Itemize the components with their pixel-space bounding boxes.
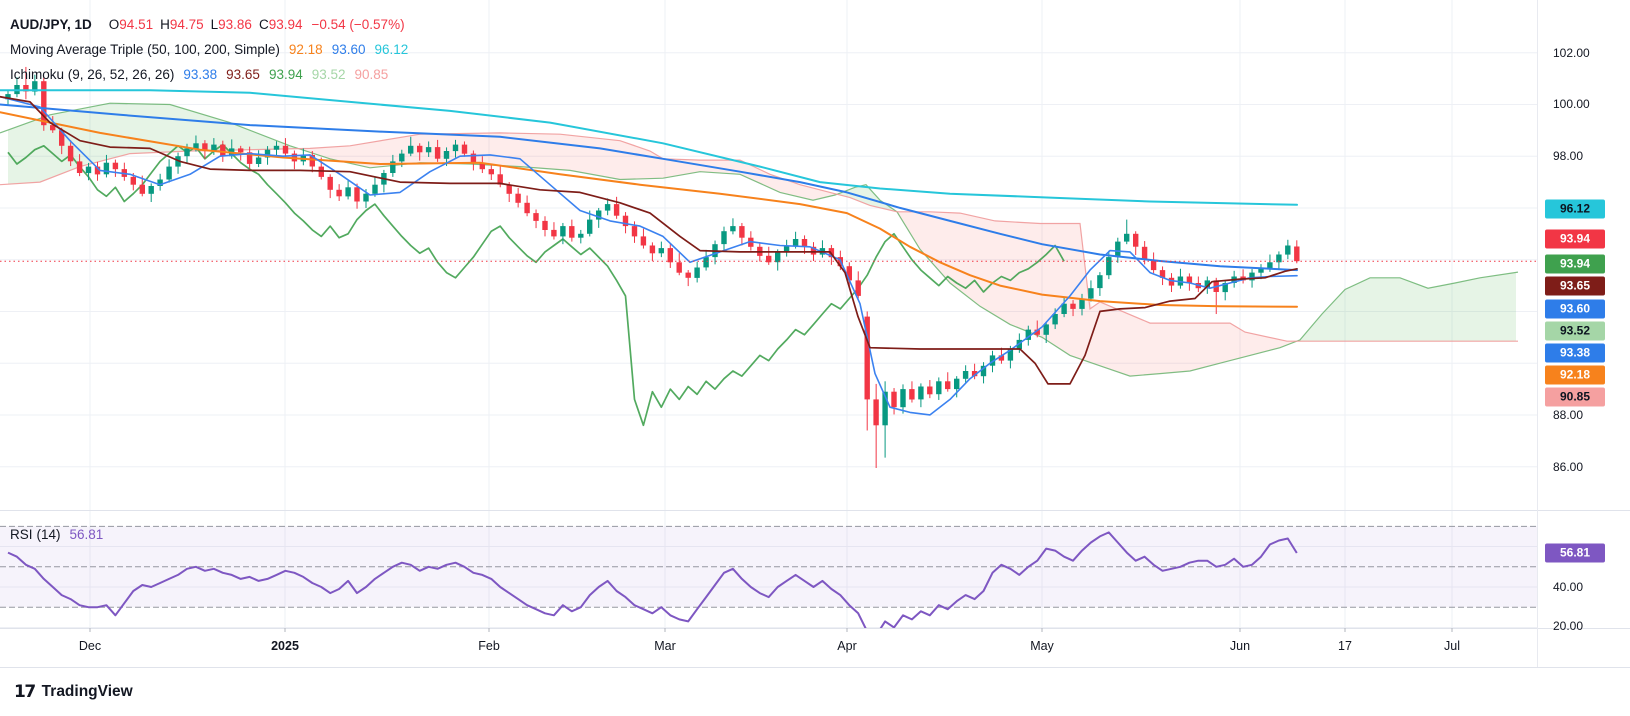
price-badge: 56.81: [1545, 543, 1605, 563]
candlestick-series: [5, 66, 1300, 468]
rsi-legend-row[interactable]: RSI (14) 56.81: [10, 526, 103, 544]
senkou-b-line: [0, 132, 1518, 342]
ma-value: 92.18: [288, 42, 323, 57]
time-axis-label: Apr: [837, 639, 857, 653]
pane-separators: [0, 0, 1630, 668]
change-value: −0.54 (−0.57%): [311, 17, 405, 32]
time-axis-label: May: [1030, 639, 1054, 653]
ichimoku-legend-row[interactable]: Ichimoku (9, 26, 52, 26, 26) 93.38 93.65 93…: [10, 62, 408, 87]
price-badge: 93.94: [1545, 229, 1605, 249]
price-badge: 93.52: [1545, 321, 1605, 341]
rsi-params: (14): [36, 527, 61, 542]
price-badge: 96.12: [1545, 199, 1605, 219]
price-badge: 93.65: [1545, 276, 1605, 296]
price-badge: 90.85: [1545, 387, 1605, 407]
price-axis-label: 86.00: [1553, 460, 1584, 474]
main-price-pane[interactable]: [0, 66, 1537, 468]
ohlc-label: O: [108, 17, 120, 32]
price-badge: 92.18: [1545, 365, 1605, 385]
symbol-title[interactable]: AUD/JPY, 1D: [10, 17, 92, 32]
ichimoku-value: 90.85: [354, 67, 389, 82]
price-badge: 93.60: [1545, 299, 1605, 319]
ma-legend-row[interactable]: Moving Average Triple (50, 100, 200, Sim…: [10, 37, 408, 62]
price-axis-label: 100.00: [1553, 97, 1590, 111]
ohlc-value: 93.94: [268, 17, 303, 32]
time-axis-label: Mar: [654, 639, 676, 653]
ma-value: 93.60: [331, 42, 366, 57]
price-axis-label: 102.00: [1553, 46, 1590, 60]
sma50-line: [0, 111, 1298, 308]
ichimoku-cloud: [0, 102, 1519, 377]
ma-indicator-title[interactable]: Moving Average Triple (50, 100, 200, Sim…: [10, 42, 280, 57]
price-axis-label: 88.00: [1553, 408, 1584, 422]
rsi-value: 56.81: [69, 527, 104, 542]
price-axis-label: 40.00: [1553, 580, 1584, 594]
time-axis-label: Feb: [478, 639, 500, 653]
price-axis-label: 98.00: [1553, 149, 1584, 163]
tradingview-logo[interactable]: 17 TradingView: [14, 682, 133, 702]
ma-values: 92.18 93.60 96.12: [280, 42, 408, 57]
chikou-line: [7, 143, 1065, 427]
ohlc-label: C: [258, 17, 269, 32]
footer-bar: 17 TradingView: [14, 678, 133, 706]
time-axis-label: 2025: [271, 639, 299, 653]
tenkan-line: [0, 95, 1298, 416]
ichimoku-values: 93.38 93.65 93.94 93.52 90.85: [174, 67, 388, 82]
price-badge: 93.38: [1545, 343, 1605, 363]
ohlc-values: O94.51 H94.75 L93.86 C93.94: [102, 17, 303, 32]
ichimoku-value: 93.38: [183, 67, 218, 82]
ichimoku-value: 93.65: [226, 67, 260, 82]
kijun-line: [0, 95, 1298, 385]
rsi-indicator-title[interactable]: RSI: [10, 527, 33, 542]
sma100-line: [0, 103, 1298, 272]
ichimoku-value: 93.94: [268, 67, 303, 82]
ohlc-value: 93.86: [218, 17, 252, 32]
tradingview-brand-text: TradingView: [41, 683, 133, 700]
ohlc-value: 94.51: [119, 17, 154, 32]
sma200-line: [0, 89, 1298, 206]
rsi-pane[interactable]: [0, 525, 1537, 635]
ohlc-label: L: [210, 17, 219, 32]
time-axis-label: Jun: [1229, 639, 1251, 653]
legend-panel: AUD/JPY, 1D O94.51 H94.75 L93.86 C93.94 −0.54…: [10, 12, 408, 87]
time-axis-label: 17: [1338, 639, 1352, 653]
ichimoku-value: 93.52: [311, 67, 346, 82]
ichimoku-indicator-title[interactable]: Ichimoku (9, 26, 52, 26, 26): [10, 67, 175, 82]
price-axis-label: 20.00: [1553, 619, 1584, 633]
time-axis-label: Dec: [78, 639, 102, 653]
ma-value: 96.12: [374, 42, 409, 57]
ohlc-value: 94.75: [169, 17, 204, 32]
price-badge: 93.94: [1545, 254, 1605, 274]
ohlc-label: H: [160, 17, 170, 32]
time-axis-label: Jul: [1444, 639, 1460, 653]
tradingview-logo-icon: 17: [14, 682, 36, 702]
symbol-legend-row[interactable]: AUD/JPY, 1D O94.51 H94.75 L93.86 C93.94 −0.54…: [10, 12, 408, 37]
rsi-line: [7, 531, 1298, 628]
